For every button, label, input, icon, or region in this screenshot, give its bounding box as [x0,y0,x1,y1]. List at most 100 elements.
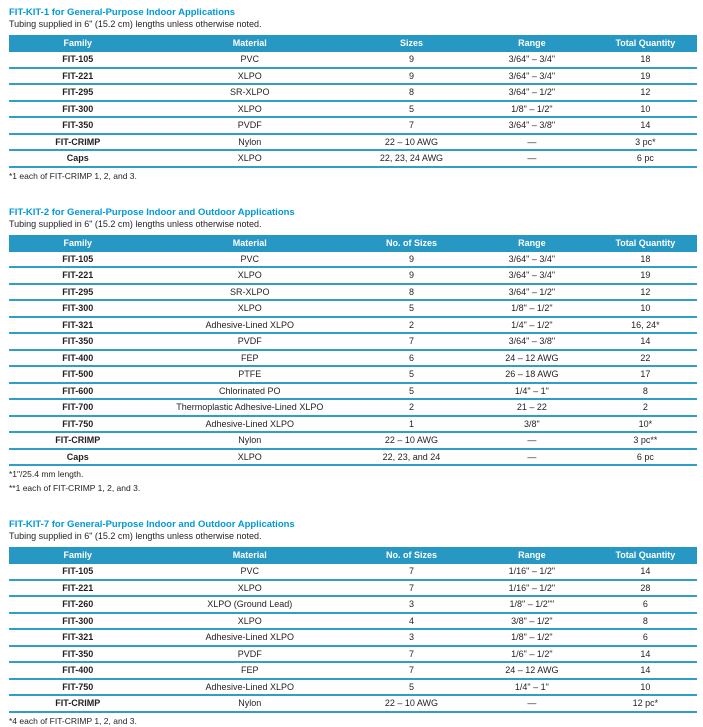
table-row: FIT-321 Adhesive-Lined XLPO 2 1/4" – 1/2" 16… [9,316,697,334]
data-cell: 22 – 10 AWG [352,432,470,450]
data-cell: 7 [352,579,470,597]
data-cell: 14 [593,333,697,351]
family-cell: FIT-350 [9,645,147,663]
data-cell: 10 [593,678,697,696]
table-row: FIT-CRIMP Nylon 22 – 10 AWG —3 pc** [9,432,697,450]
data-cell: XLPO [146,150,353,168]
data-cell: XLPO [146,100,353,118]
data-cell: 21 – 22 [469,399,594,417]
table-header-row: Family Material No. of Sizes Range Total Qua… [9,547,697,564]
data-cell: 2 [352,316,470,334]
data-cell: 9 [352,251,470,268]
table-row: FIT-295 SR-XLPO 8 3/64" – 1/2" 12 [9,84,697,102]
family-cell: FIT-260 [9,596,147,614]
table-row: FIT-500 PTFE 5 26 – 18 AWG 17 [9,366,697,384]
family-cell: FIT-750 [9,415,147,433]
table-row: FIT-221 XLPO 7 1/16" – 1/2" 28 [9,579,697,597]
table-row: FIT-CRIMP Nylon 22 – 10 AWG —12 pc* [9,695,697,713]
data-cell: 28 [593,579,697,597]
data-cell: XLPO [146,612,353,630]
data-cell: 22 – 10 AWG [352,695,470,713]
data-cell: 22, 23, 24 AWG [352,150,470,168]
data-cell: — [469,432,594,450]
data-cell: PVDF [146,333,353,351]
data-cell: 14 [593,645,697,663]
data-cell: 10* [593,415,697,433]
kit-table: Family Material No. of Sizes Range Total Qua… [9,547,697,713]
data-cell: Adhesive-Lined XLPO [146,678,353,696]
section-subtitle: Tubing supplied in 6" (15.2 cm) lengths … [9,218,262,229]
table-row: FIT-221 XLPO 9 3/64" – 3/4" 19 [9,267,697,285]
table-row: FIT-400 FEP 6 24 – 12 AWG 22 [9,349,697,367]
data-cell: 7 [352,117,470,135]
column-header: Range [469,35,594,52]
family-cell: Caps [9,448,147,466]
table-row: FIT-260 XLPO (Ground Lead) 3 1/8" – 1/2"" 6 [9,596,697,614]
data-cell: Adhesive-Lined XLPO [146,415,353,433]
table-row: FIT-300 XLPO 4 3/8" – 1/2" 8 [9,612,697,630]
data-cell: PVDF [146,645,353,663]
data-cell: Thermoplastic Adhesive-Lined XLPO [146,399,353,417]
column-header: Total Quantity [593,35,697,52]
data-cell: — [469,695,594,713]
table-row: FIT-750 Adhesive-Lined XLPO 5 1/4" – 1" 10 [9,678,697,696]
table-row: FIT-105 PVC 9 3/64" – 3/4" 18 [9,52,697,69]
data-cell: XLPO [146,67,353,85]
table-row: FIT-105 PVC 7 1/16" – 1/2" 14 [9,564,697,581]
kit-section-1: FIT-KIT-1 for General-Purpose Indoor App… [9,7,697,182]
column-header: No. of Sizes [352,234,470,252]
family-cell: FIT-300 [9,612,147,630]
section-subtitle: Tubing supplied in 6" (15.2 cm) lengths … [9,531,262,541]
kit-table: Family Material Sizes Range Total Quantity FI… [9,35,697,168]
data-cell: PVC [146,251,353,268]
data-cell: 3/8" [469,415,594,433]
data-cell: 1/4" – 1/2" [469,316,594,334]
table-row: FIT-CRIMP Nylon 22 – 10 AWG —3 pc* [9,133,697,151]
data-cell: Nylon [146,133,353,151]
data-cell: 18 [593,251,697,268]
data-cell: 4 [352,612,470,630]
data-cell: 19 [593,267,697,285]
family-cell: FIT-750 [9,678,147,696]
footnote: *1"/25.4 mm length. [9,469,84,479]
footnote: *1 each of FIT-CRIMP 1, 2, and 3. [9,170,137,181]
footnote: **1 each of FIT-CRIMP 1, 2, and 3. [9,483,141,493]
data-cell: Nylon [146,432,353,450]
table-row: FIT-295 SR-XLPO 8 3/64" – 1/2" 12 [9,283,697,301]
table-row: FIT-105 PVC 9 3/64" – 3/4" 18 [9,251,697,268]
table-row: FIT-321 Adhesive-Lined XLPO 3 1/8" – 1/2" 6 [9,629,697,647]
column-header: Material [146,234,353,252]
family-cell: Caps [9,150,147,168]
data-cell: Adhesive-Lined XLPO [146,629,353,647]
data-cell: 7 [352,662,470,680]
data-cell: 3/64" – 3/8" [469,117,594,135]
data-cell: 7 [352,645,470,663]
data-cell: 3/64" – 3/4" [469,52,594,69]
data-cell: 3/64" – 3/8" [469,333,594,351]
data-cell: 8 [593,382,697,400]
table-row: FIT-600 Chlorinated PO 5 1/4" – 1" 8 [9,382,697,400]
table-header-row: Family Material Sizes Range Total Quantity [9,35,697,52]
table-row: FIT-300 XLPO 5 1/8" – 1/2" 10 [9,100,697,118]
data-cell: PVDF [146,117,353,135]
data-cell: 10 [593,300,697,318]
table-row: FIT-700 Thermoplastic Adhesive-Lined XLPO… [9,399,697,417]
table-row: FIT-221 XLPO 9 3/64" – 3/4" 19 [9,67,697,85]
data-cell: 22, 23, and 24 [352,448,470,466]
data-cell: 5 [352,382,470,400]
column-header: Family [9,547,147,564]
data-cell: 18 [593,52,697,69]
family-cell: FIT-295 [9,283,147,301]
data-cell: 1/4" – 1" [469,678,594,696]
data-cell: 1/16" – 1/2" [469,564,594,581]
data-cell: 2 [593,399,697,417]
family-cell: FIT-500 [9,366,147,384]
data-cell: 17 [593,366,697,384]
data-cell: 24 – 12 AWG [469,349,594,367]
data-cell: 3 pc** [593,432,697,450]
data-cell: 16, 24* [593,316,697,334]
data-cell: 12 [593,283,697,301]
data-cell: 3 pc* [593,133,697,151]
data-cell: 2 [352,399,470,417]
data-cell: 5 [352,100,470,118]
